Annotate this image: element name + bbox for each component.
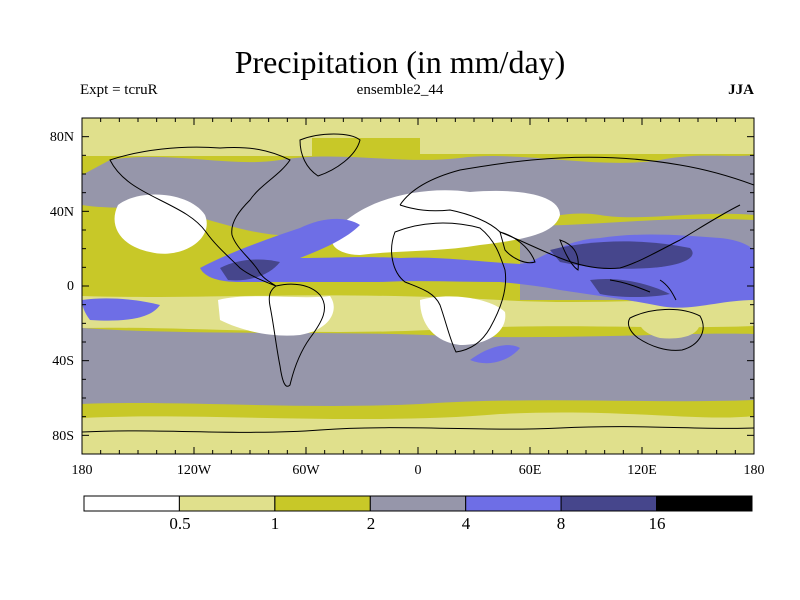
lon-label-120w: 120W <box>177 463 212 478</box>
colorbar-label-4: 4 <box>462 514 471 533</box>
colorbar <box>83 495 753 512</box>
colorbar-label-16: 16 <box>649 514 666 533</box>
map-title: Precipitation (in mm/day) <box>234 44 566 80</box>
lon-label-60w: 60W <box>292 463 320 478</box>
colorbar-label-8: 8 <box>557 514 566 533</box>
lon-label-0: 0 <box>415 463 422 478</box>
colorbar-swatch <box>83 495 180 512</box>
colorbar-swatch <box>560 495 657 512</box>
colorbar-swatch <box>465 495 562 512</box>
lon-label-180e: 180 <box>744 463 765 478</box>
lat-label-80s: 80S <box>52 429 74 444</box>
run-label: ensemble2_44 <box>356 82 444 98</box>
colorbar-swatch <box>656 495 753 512</box>
colorbar-label-0-5: 0.5 <box>169 514 190 533</box>
experiment-label: Expt = tcruR <box>80 82 158 98</box>
colorbar-label-1: 1 <box>271 514 280 533</box>
colorbar-swatch <box>369 495 467 512</box>
lat-label-0: 0 <box>67 279 74 294</box>
colorbar-swatch <box>274 495 371 512</box>
precip-field <box>82 118 754 454</box>
colorbar-label-2: 2 <box>367 514 376 533</box>
lat-label-80n: 80N <box>50 130 74 145</box>
lat-label-40s: 40S <box>52 354 74 369</box>
season-label: JJA <box>728 82 754 98</box>
lon-label-180w: 180 <box>72 463 93 478</box>
coastlines <box>82 133 754 433</box>
lon-label-120e: 120E <box>627 463 657 478</box>
colorbar-swatch <box>178 495 276 512</box>
lon-label-60e: 60E <box>519 463 542 478</box>
axis-ticks <box>81 117 755 455</box>
lat-label-40n: 40N <box>50 205 74 220</box>
